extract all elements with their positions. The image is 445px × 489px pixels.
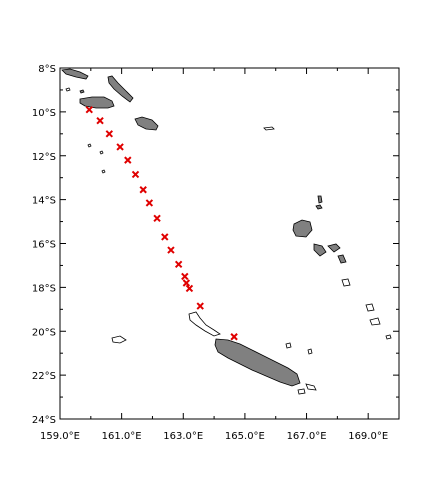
y-tick-label: 10°S [32, 108, 56, 119]
islet-outline-8 [369, 317, 381, 326]
track-point-9 [161, 233, 169, 241]
island-choiseul [61, 68, 89, 80]
island-savo [79, 89, 85, 94]
track-point-6 [139, 186, 147, 194]
track-point-8 [153, 214, 161, 222]
islet-outline-13 [285, 342, 292, 349]
map-frame [59, 67, 400, 420]
track-point-12 [181, 272, 189, 281]
track-point-7 [145, 199, 154, 207]
track-point-11 [174, 260, 183, 269]
y-tick-label: 24°S [32, 415, 56, 426]
x-tick-label: 169.0°E [348, 431, 388, 442]
track-point-4 [124, 156, 132, 164]
island-pentecost [317, 195, 323, 204]
island-espiritu-santo [292, 219, 313, 238]
y-tick-label: 20°S [32, 327, 56, 338]
islet-outline-3 [99, 150, 104, 155]
track-point-10 [167, 246, 175, 254]
islet-outline-7 [365, 303, 375, 312]
x-tick-label: 163.0°E [163, 431, 203, 442]
y-tick-label: 22°S [32, 371, 56, 382]
track-point-3 [116, 143, 124, 151]
reef-outline-north [188, 311, 221, 337]
islet-outline-9 [385, 334, 392, 340]
track-markers [85, 105, 238, 341]
islet-outline-14 [307, 348, 313, 355]
island-malekula [313, 243, 327, 257]
island-efate [327, 243, 341, 253]
track-point-0 [85, 105, 93, 114]
track-point-5 [131, 170, 140, 179]
track-point-1 [96, 116, 104, 125]
island-new-caledonia [214, 338, 301, 387]
islet-outline-6 [341, 278, 351, 287]
x-tick-label: 167.0°E [287, 431, 327, 442]
land-layer [61, 68, 392, 395]
island-malaita [134, 116, 159, 131]
x-tick-label: 165.0°E [225, 431, 265, 442]
track-point-15 [196, 302, 204, 310]
track-point-2 [105, 130, 114, 138]
track-point-13 [182, 279, 191, 287]
island-santa-isabel [107, 75, 134, 103]
y-tick-label: 14°S [32, 196, 56, 207]
x-tick-label: 159.0°E [40, 431, 80, 442]
islet-outline-1 [65, 87, 71, 92]
track-point-16 [230, 333, 238, 341]
y-tick-label: 16°S [32, 240, 56, 251]
islet-outline-10 [111, 335, 127, 344]
y-tick-label: 12°S [32, 152, 56, 163]
islet-outline-4 [263, 126, 275, 131]
y-tick-label: 8°S [38, 64, 56, 75]
y-tick-label: 18°S [32, 283, 56, 294]
islet-outline-11 [297, 388, 306, 395]
x-tick-label: 161.0°E [102, 431, 142, 442]
island-ambae [315, 204, 323, 210]
axes: 159.0°E 161.0°E 163.0°E 165.0°E 167.0°E 169.0… [32, 64, 400, 442]
islet-outline-2 [87, 143, 92, 148]
islet-outline-5 [101, 169, 106, 174]
island-guadalcanal [79, 96, 115, 109]
island-epi [337, 254, 347, 264]
track-point-14 [185, 284, 194, 293]
islet-outline-12 [305, 383, 317, 391]
